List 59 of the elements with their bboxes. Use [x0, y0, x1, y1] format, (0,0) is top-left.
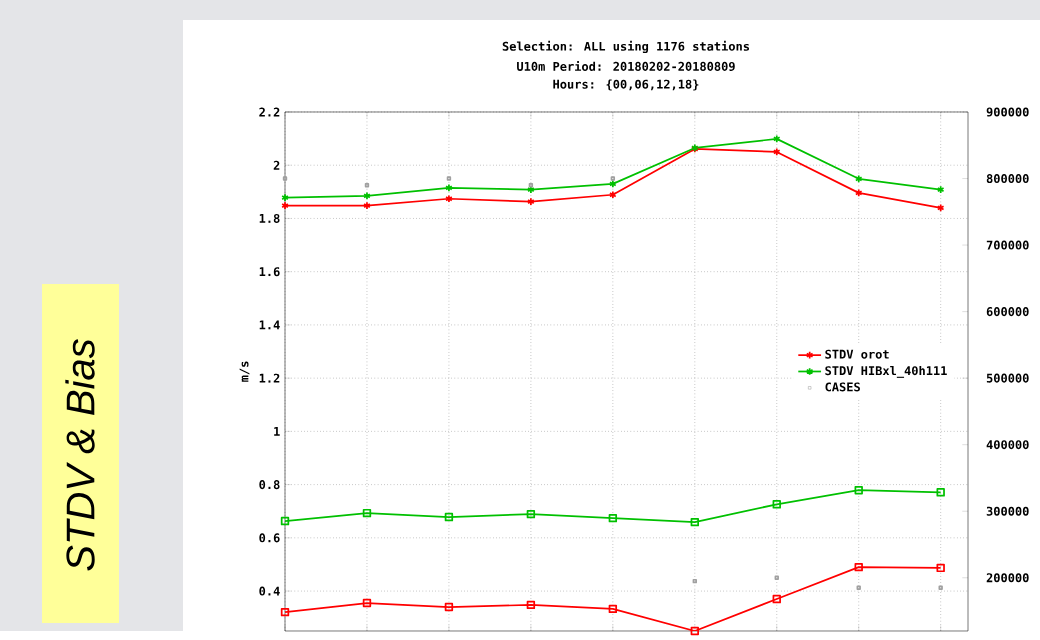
y2-tick-label: 900000 — [986, 107, 1029, 117]
point — [773, 134, 781, 144]
y-tick-label: 0.4 — [259, 586, 280, 596]
legend-label: STDV HIBxl_40h111 — [825, 365, 947, 378]
point — [280, 607, 290, 617]
point — [936, 563, 945, 573]
y2-tick-label: 300000 — [986, 506, 1029, 516]
point — [527, 197, 535, 206]
y2-tick-label: 700000 — [986, 240, 1029, 250]
point — [609, 179, 617, 188]
point — [938, 585, 943, 590]
point — [773, 147, 781, 157]
point — [363, 191, 371, 200]
point — [362, 598, 372, 608]
point — [362, 508, 372, 518]
y-tick-label: 2.2 — [259, 107, 280, 117]
point — [854, 188, 863, 198]
point — [854, 485, 863, 495]
y2-tick-label: 200000 — [986, 573, 1029, 583]
y2-tick-label: 500000 — [986, 373, 1029, 383]
point — [936, 488, 945, 497]
point — [444, 602, 454, 612]
y2-tick-label: 800000 — [986, 173, 1029, 184]
point — [446, 176, 452, 181]
y-tick-label: 0.8 — [259, 480, 280, 490]
point — [282, 176, 288, 181]
y-tick-label: 1 — [274, 426, 280, 436]
y-axis-title: m/s — [239, 361, 250, 382]
point — [772, 500, 781, 509]
point — [854, 174, 863, 183]
point — [363, 201, 371, 210]
point — [526, 600, 536, 610]
legend-label: CASES — [825, 382, 860, 392]
point — [280, 516, 290, 526]
point — [690, 626, 700, 636]
text: Hours: {00,06,12,18} — [553, 79, 699, 91]
y-tick-label: 1.2 — [259, 373, 280, 383]
point — [445, 194, 453, 203]
y-tick-label: 0.6 — [259, 533, 280, 543]
y-tick-label: 1.6 — [259, 267, 280, 277]
point — [609, 190, 617, 199]
point — [526, 509, 536, 519]
point — [854, 562, 863, 572]
y-tick-label: 2 — [273, 160, 280, 170]
point — [608, 513, 618, 523]
legend-label: STDV orot — [825, 349, 889, 359]
chart-title: Selection: ALL using 1176 stations — [502, 40, 750, 54]
text: STDV & Bias — [65, 339, 95, 571]
y2-tick-label: 400000 — [986, 440, 1029, 450]
y-tick-label: 1.8 — [259, 213, 280, 223]
y2-tick-label: 600000 — [986, 307, 1029, 317]
point — [610, 176, 616, 181]
chart-subtitle: U10m Period: 20180202-20180809 — [517, 60, 735, 71]
point — [444, 512, 454, 522]
y-tick-label: 1.4 — [259, 320, 280, 330]
point — [772, 594, 781, 604]
point — [690, 517, 700, 527]
point — [608, 604, 618, 614]
point — [445, 183, 453, 192]
